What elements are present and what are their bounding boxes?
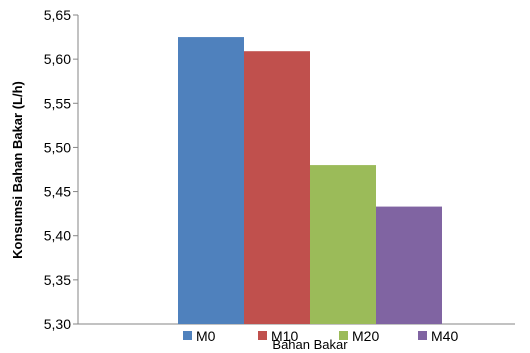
legend-swatch-m20: [339, 331, 348, 340]
legend-swatch-m40: [418, 331, 427, 340]
legend-swatch-m10: [258, 331, 267, 340]
bar-m10: [244, 51, 310, 324]
y-tick-label: 5,30: [44, 316, 71, 332]
y-tick-label: 5,40: [44, 228, 71, 244]
y-tick-label: 5,50: [44, 139, 71, 155]
legend-swatch-m0: [183, 331, 192, 340]
y-tick-label: 5,45: [44, 184, 71, 200]
legend-label-m0: M0: [196, 328, 216, 344]
bars: [178, 37, 442, 324]
bar-m0: [178, 37, 244, 324]
x-axis-title: Bahan Bakar: [272, 337, 348, 352]
y-axis-title: Konsumsi Bahan Bakar (L/h): [10, 81, 25, 259]
y-tick-label: 5,60: [44, 51, 71, 67]
legend-label-m10: M10: [271, 328, 298, 344]
legend: M0 M10 M20 M40: [183, 328, 458, 344]
y-tick-label: 5,65: [44, 7, 71, 23]
legend-label-m20: M20: [352, 328, 379, 344]
bar-m20: [310, 165, 376, 324]
bar-m40: [376, 206, 442, 324]
y-axis-ticks: 5,30 5,35 5,40 5,45 5,50 5,55 5,60 5,65: [44, 7, 78, 332]
y-tick-label: 5,55: [44, 95, 71, 111]
y-tick-label: 5,35: [44, 272, 71, 288]
legend-label-m40: M40: [431, 328, 458, 344]
